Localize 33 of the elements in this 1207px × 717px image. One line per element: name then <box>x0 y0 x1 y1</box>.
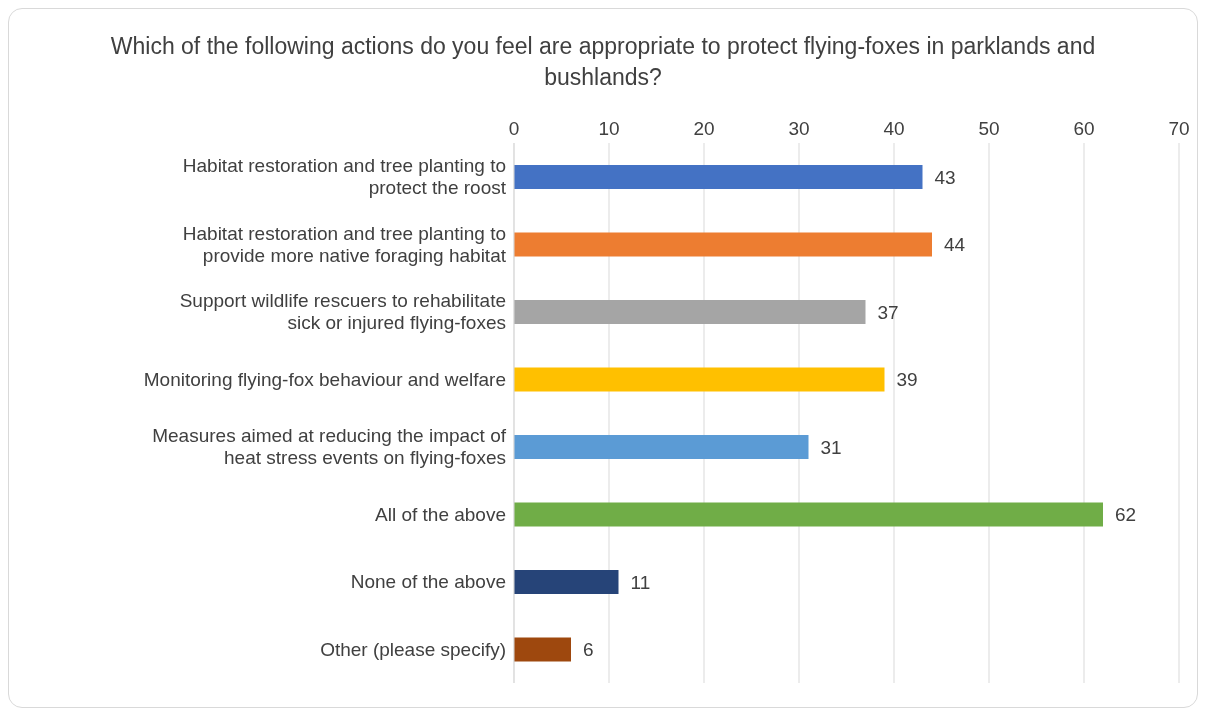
y-tick-label: Habitat restoration and tree planting to protect the roost <box>182 155 507 199</box>
data-label: 43 <box>934 166 956 188</box>
data-label: 37 <box>877 301 899 323</box>
bar <box>514 165 923 189</box>
x-tick-label: 60 <box>1073 118 1095 139</box>
bar <box>514 637 571 662</box>
y-tick-label: Habitat restoration and tree planting to provide more native foraging habitat <box>182 222 507 266</box>
data-label: 6 <box>583 639 594 661</box>
x-tick-label: 10 <box>598 118 620 139</box>
data-label: 11 <box>630 571 651 593</box>
data-label: 39 <box>896 369 918 391</box>
data-label: 44 <box>944 234 966 256</box>
x-tick-label: 30 <box>788 118 810 139</box>
x-tick-label: 40 <box>883 118 905 139</box>
y-tick-label: Monitoring flying-fox behaviour and welfare <box>143 368 506 390</box>
chart-title: Which of the following actions do you feel are appropriate to protect flying-foxes in parklands and bushlands? <box>109 32 1097 92</box>
y-tick-label: Support wildlife rescuers to rehabilitate sick or injured flying-foxes <box>179 290 506 334</box>
y-tick-label: Other (please specify) <box>320 638 506 660</box>
bar <box>514 300 866 324</box>
x-tick-label: 0 <box>508 118 520 139</box>
bar <box>514 367 885 392</box>
x-tick-label: 70 <box>1168 118 1190 139</box>
y-tick-label: Measures aimed at reducing the impact of heat stress events on flying-foxes <box>152 425 507 469</box>
x-tick-label: 20 <box>693 118 715 139</box>
x-tick-label: 50 <box>978 118 1000 139</box>
bar <box>514 570 619 594</box>
y-tick-label: All of the above <box>375 503 506 525</box>
bar <box>514 232 932 257</box>
data-label: 31 <box>820 436 842 458</box>
y-tick-label: None of the above <box>350 571 506 593</box>
data-label: 62 <box>1115 504 1137 526</box>
bar <box>514 502 1103 527</box>
bar <box>514 435 809 459</box>
